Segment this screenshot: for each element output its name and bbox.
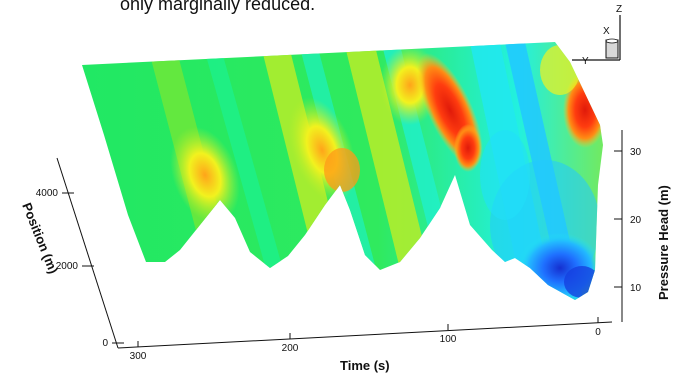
position-tick-label: 2000 (56, 261, 79, 272)
caption-text: only marginally reduced. (120, 0, 316, 14)
time-axis-line (117, 321, 613, 349)
pressure-tick-label: 10 (630, 283, 642, 294)
position-tick-label: 4000 (36, 188, 59, 199)
orientation-triad: Z X Y (572, 4, 622, 67)
time-tick-label: 0 (595, 327, 601, 338)
triad-x-label: X (603, 26, 610, 37)
triad-z-label: Z (616, 4, 622, 15)
position-axis-line (56, 157, 119, 349)
surface (82, 42, 603, 300)
time-tick-label: 100 (440, 334, 457, 345)
position-axis-label: Position (m) (19, 201, 61, 276)
triad-y-label: Y (582, 56, 589, 67)
pressure-axis-label: Pressure Head (m) (656, 185, 671, 300)
position-tick-label: 0 (102, 338, 108, 349)
time-tick-label: 200 (282, 343, 299, 354)
pressure-tick-label: 30 (630, 147, 642, 158)
time-tick-label: 300 (130, 351, 147, 362)
axes: 300 200 100 0 0 2000 4000 10 20 30 (36, 130, 642, 362)
time-axis-label: Time (s) (340, 358, 390, 373)
pressure-tick-label: 20 (630, 215, 642, 226)
